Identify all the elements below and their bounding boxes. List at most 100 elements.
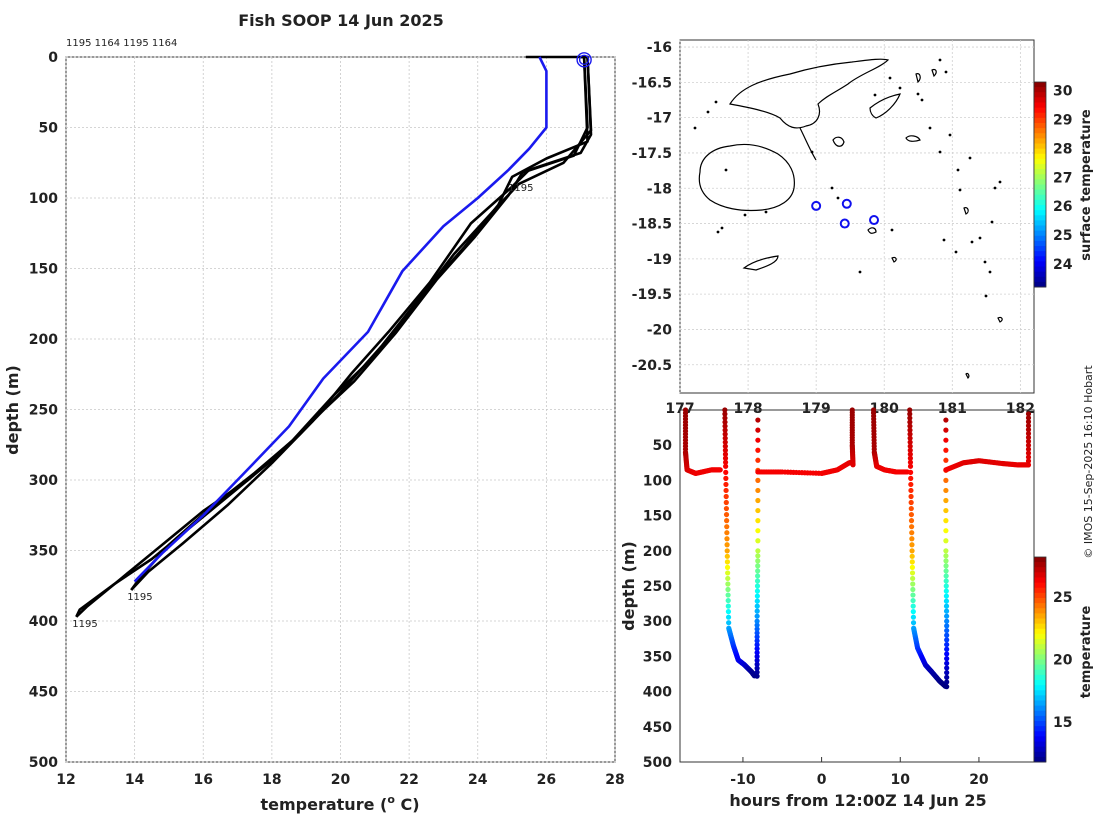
section-colorbar-segment (1034, 587, 1046, 594)
map-small-islands (693, 58, 1002, 298)
section-point (943, 427, 949, 433)
profile-line-profile-1 (130, 55, 593, 591)
section-colorbar-tick: 20 (1053, 653, 1073, 669)
profile-ytick-label: 400 (29, 614, 58, 630)
section-point (754, 630, 760, 636)
section-point (943, 563, 949, 569)
map-colorbar-segment (1034, 143, 1046, 150)
section-point (943, 538, 949, 544)
map-ytick-label: -20.5 (632, 358, 672, 374)
section-point (943, 603, 950, 609)
section-point (910, 575, 916, 582)
coast-koro (867, 227, 877, 234)
map-colorbar-segment (1034, 246, 1046, 252)
section-point (1025, 446, 1032, 452)
section-point (754, 653, 760, 660)
section-ytick-label: 150 (643, 509, 672, 525)
profile-ytick-label: 300 (29, 473, 58, 489)
coast-lau4 (963, 207, 969, 215)
section-colorbar-segment (1034, 746, 1046, 753)
section-point (724, 548, 730, 554)
section-point (944, 665, 950, 671)
xlabel-start: temperature ( (260, 795, 387, 814)
section-point (907, 463, 914, 469)
section-ticks: 50 100 150 200 250 300 350 400 450 500 -10 0 10 20 (643, 438, 989, 788)
profile-xtick-label: 26 (537, 772, 556, 788)
section-point (722, 439, 728, 445)
small-island (743, 213, 747, 217)
section-point (944, 684, 950, 690)
section-point (910, 592, 916, 598)
station-marker (869, 215, 880, 226)
section-point (755, 558, 761, 564)
section-point (754, 646, 760, 652)
section-point (943, 558, 949, 564)
small-island (990, 220, 994, 224)
map-colorbar-segment (1034, 251, 1046, 257)
section-colorbar-segment (1034, 664, 1046, 671)
section-point (944, 670, 950, 676)
coast-lau7 (965, 372, 970, 380)
section-point (754, 673, 760, 679)
section-point (722, 455, 729, 461)
section-ytick-label: 100 (643, 473, 672, 489)
section-point (943, 518, 949, 524)
map-colorbar-segment (1034, 205, 1046, 211)
map-xtick-label: 179 (802, 401, 831, 417)
section-point (944, 679, 950, 685)
section-colorbar-segment (1034, 680, 1046, 686)
map-colorbar-segment (1034, 184, 1046, 191)
section-point (943, 588, 949, 594)
small-island (968, 156, 972, 160)
section-point (754, 593, 760, 599)
section-colorbar-tick: 15 (1053, 715, 1072, 731)
small-island (938, 150, 942, 154)
section-colorbar-segment (1034, 598, 1046, 604)
section-point (754, 618, 760, 624)
profile-xtick-label: 28 (605, 772, 624, 788)
section-point (754, 642, 760, 648)
map-colorbar-segment (1034, 276, 1046, 283)
profile-series (75, 52, 593, 618)
map-ytick-label: -16 (647, 40, 672, 56)
small-island (836, 196, 840, 200)
section-point (755, 548, 761, 554)
map-colorbar-segment (1034, 194, 1046, 201)
section-point (908, 481, 914, 488)
coast-taveuni (869, 93, 901, 119)
section-point (755, 497, 761, 504)
profile-ytick-label: 500 (29, 755, 58, 771)
section-point (944, 627, 950, 634)
map-ticks: -16 -16.5 -17 -17.5 -18 -18.5 -19 -19.5 -20 -20.5… (632, 40, 1035, 417)
section-point (907, 459, 914, 465)
section-point (722, 427, 728, 433)
section-ytick-label: 350 (643, 649, 672, 665)
map-colorbar-segment (1034, 102, 1046, 109)
map-colorbar-segment (1034, 112, 1046, 119)
small-island (916, 92, 920, 96)
section-colorbar-segment (1034, 690, 1046, 696)
map-colorbar-segment (1034, 179, 1046, 185)
section-point (722, 451, 729, 457)
section-point (725, 575, 731, 582)
section-point (754, 665, 760, 671)
map-colorbar-segment (1034, 97, 1046, 103)
section-point (754, 613, 760, 619)
map-colorbar-segment (1034, 128, 1046, 134)
small-island (714, 100, 718, 104)
map-ytick-label: -17 (647, 111, 672, 127)
section-point (754, 669, 760, 675)
section-point (907, 427, 913, 433)
section-colorbar-segment (1034, 639, 1046, 645)
section-point (909, 553, 915, 559)
section-colorbar-segment (1034, 557, 1046, 563)
section-point (722, 435, 728, 441)
section-point (725, 592, 731, 598)
section-point (755, 427, 761, 433)
section-point (944, 646, 950, 652)
map-ytick-label: -17.5 (632, 146, 672, 162)
profile-xtick-label: 22 (399, 772, 418, 788)
profile-ylabel: depth (m) (3, 365, 22, 455)
section-point (754, 626, 760, 632)
